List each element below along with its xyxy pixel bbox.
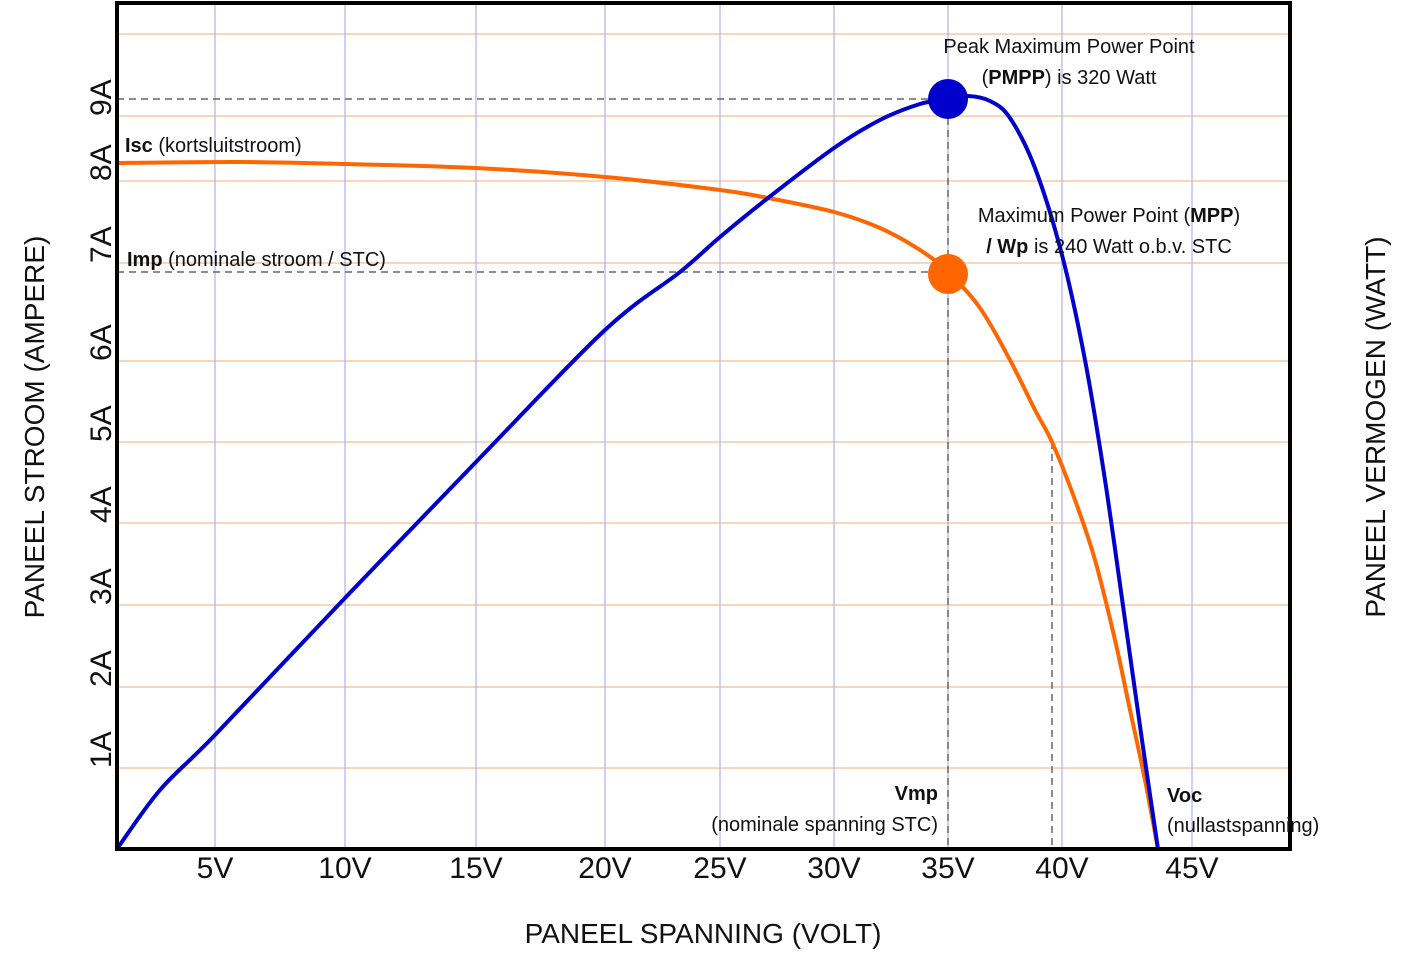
- horizontal-gridlines: [117, 33, 1290, 769]
- vmp-label-bold: Vmp: [895, 783, 938, 805]
- mpp-l1-bold: MPP: [1190, 205, 1233, 227]
- plot-frame: [115, 1, 1292, 851]
- mpp-l2-bold: / Wp: [986, 236, 1028, 258]
- pmpp-label-line2: (PMPP) is 320 Watt: [982, 67, 1157, 89]
- pmpp-rest: ) is 320 Watt: [1045, 67, 1157, 89]
- reference-lines: [117, 98, 1053, 849]
- current-curve: [116, 159, 1160, 850]
- mpp-label-line2: / Wp is 240 Watt o.b.v. STC: [986, 236, 1232, 258]
- imp-label-text: (nominale stroom / STC): [163, 249, 386, 271]
- voc-label-text: (nullastspanning): [1167, 815, 1319, 837]
- y-axis-title: PANEEL STROOM (AMPERE): [19, 236, 50, 619]
- imp-label-bold: Imp: [127, 249, 163, 271]
- isc-label: Isc (kortsluitstroom): [125, 135, 302, 157]
- y-tick-label: 2A: [85, 650, 118, 687]
- vmp-label-text: (nominale spanning STC): [711, 814, 938, 836]
- pmpp-open: (: [982, 67, 989, 89]
- mpp-l2-rest: is 240 Watt o.b.v. STC: [1028, 236, 1231, 258]
- x-tick-label: 20V: [578, 852, 631, 885]
- mpp-label-line1: Maximum Power Point (MPP): [978, 205, 1240, 227]
- x-tick-label: 10V: [318, 852, 371, 885]
- y2-axis-title: PANEEL VERMOGEN (WATT): [1360, 236, 1391, 617]
- pmpp-bold: PMPP: [988, 67, 1045, 89]
- x-tick-label: 30V: [807, 852, 860, 885]
- x-tick-label: 35V: [921, 852, 974, 885]
- vertical-gridlines: [214, 3, 1193, 849]
- x-tick-label: 40V: [1035, 852, 1088, 885]
- voc-label-bold: Voc: [1167, 785, 1202, 807]
- x-axis-ticks: 5V 10V 15V 20V 25V 30V 35V 40V 45V: [197, 852, 1219, 885]
- y-tick-label: 7A: [85, 226, 118, 263]
- pmpp-label-line1: Peak Maximum Power Point: [943, 36, 1195, 58]
- x-tick-label: 5V: [197, 852, 234, 885]
- isc-label-text: (kortsluitstroom): [153, 135, 302, 157]
- power-curve: [115, 93, 1160, 851]
- y-tick-label: 5A: [85, 405, 118, 442]
- y-tick-label: 3A: [85, 568, 118, 605]
- y-tick-label: 1A: [85, 731, 118, 768]
- pmpp-marker: [928, 79, 968, 119]
- x-axis-title: PANEEL SPANNING (VOLT): [525, 918, 882, 949]
- mpp-marker: [928, 254, 968, 294]
- x-tick-label: 15V: [449, 852, 502, 885]
- mpp-l1-a: Maximum Power Point (: [978, 205, 1191, 227]
- x-tick-label: 25V: [693, 852, 746, 885]
- mpp-l1-c: ): [1233, 205, 1240, 227]
- y-tick-label: 9A: [85, 79, 118, 116]
- isc-label-bold: Isc: [125, 135, 153, 157]
- x-tick-label: 45V: [1165, 852, 1218, 885]
- y-axis-ticks: 1A 2A 3A 4A 5A 6A 7A 8A 9A: [85, 79, 118, 768]
- y-tick-label: 8A: [85, 144, 118, 181]
- y-tick-label: 4A: [85, 486, 118, 523]
- y-tick-label: 6A: [85, 324, 118, 361]
- imp-label: Imp (nominale stroom / STC): [127, 249, 386, 271]
